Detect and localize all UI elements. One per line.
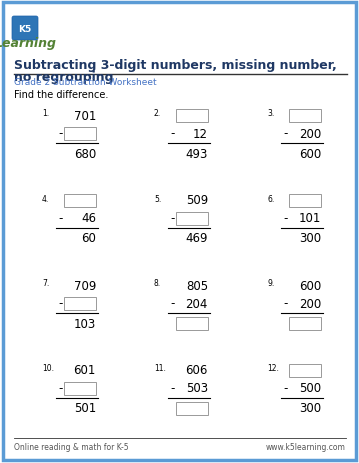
Text: -: - [58,297,62,310]
Text: 46: 46 [81,212,96,225]
Text: 200: 200 [299,127,321,140]
Text: -: - [283,212,287,225]
Text: 701: 701 [74,109,96,122]
Text: 6.: 6. [267,194,274,203]
Text: 493: 493 [186,147,208,160]
Text: -: - [58,212,62,225]
Text: -: - [283,382,287,394]
Bar [289,194,321,207]
Text: 600: 600 [299,279,321,292]
Text: 709: 709 [74,279,96,292]
Text: 680: 680 [74,147,96,160]
Text: 10.: 10. [42,364,54,373]
Text: 7.: 7. [42,279,49,288]
Text: Learning: Learning [0,38,57,50]
Bar [64,127,96,140]
Text: 501: 501 [74,401,96,414]
Text: 1.: 1. [42,109,49,118]
Text: 101: 101 [299,212,321,225]
Text: 601: 601 [74,364,96,377]
Text: 12: 12 [193,127,208,140]
Text: 300: 300 [299,232,321,245]
Text: -: - [283,127,287,140]
Text: Find the difference.: Find the difference. [14,90,108,100]
Text: Subtracting 3-digit numbers, missing number,: Subtracting 3-digit numbers, missing num… [14,59,337,72]
Text: -: - [170,127,174,140]
Text: 103: 103 [74,317,96,330]
Text: -: - [170,212,174,225]
Text: -: - [170,382,174,394]
Bar [176,109,208,122]
Text: 469: 469 [186,232,208,245]
Text: www.k5learning.com: www.k5learning.com [266,442,346,451]
Text: -: - [283,297,287,310]
Text: -: - [58,382,62,394]
Text: 2.: 2. [154,109,161,118]
Text: 300: 300 [299,401,321,414]
Text: 200: 200 [299,297,321,310]
Text: -: - [58,127,62,140]
Bar [176,212,208,225]
Text: K5: K5 [18,25,32,33]
Text: 600: 600 [299,147,321,160]
Text: 5.: 5. [154,194,161,203]
Text: 503: 503 [186,382,208,394]
Text: 509: 509 [186,194,208,207]
Bar [64,297,96,310]
Bar [176,401,208,414]
Text: -: - [170,297,174,310]
Bar [289,317,321,330]
Text: 4.: 4. [42,194,49,203]
Text: Online reading & math for K-5: Online reading & math for K-5 [14,442,129,451]
Bar [64,194,96,207]
Text: 204: 204 [186,297,208,310]
Text: no regrouping: no regrouping [14,71,113,84]
Text: Grade 2 Subtraction Worksheet: Grade 2 Subtraction Worksheet [14,78,157,87]
Text: 12.: 12. [267,364,279,373]
Bar [289,109,321,122]
Bar [176,317,208,330]
Text: 805: 805 [186,279,208,292]
Bar [289,364,321,377]
Text: 8.: 8. [154,279,161,288]
Bar [64,382,96,394]
Text: 60: 60 [81,232,96,245]
Text: 500: 500 [299,382,321,394]
Text: 606: 606 [186,364,208,377]
Text: 11.: 11. [154,364,166,373]
Text: 3.: 3. [267,109,274,118]
FancyBboxPatch shape [12,17,38,41]
Text: 9.: 9. [267,279,274,288]
